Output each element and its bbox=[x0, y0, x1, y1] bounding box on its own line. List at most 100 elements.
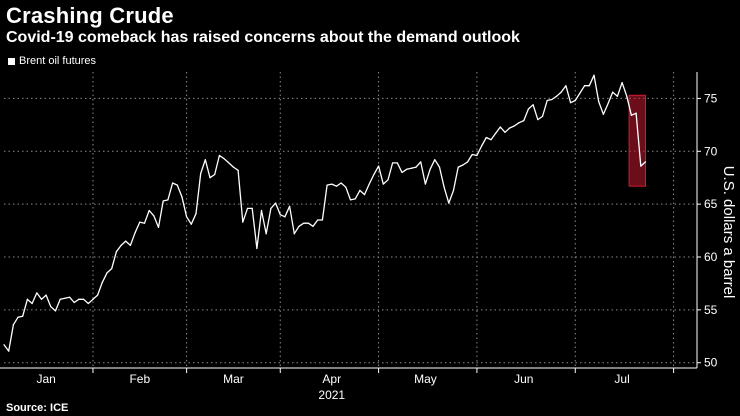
data-point bbox=[373, 173, 375, 176]
data-point bbox=[490, 139, 492, 141]
data-point bbox=[532, 104, 534, 106]
data-point bbox=[237, 169, 239, 171]
data-point bbox=[298, 225, 300, 227]
data-point bbox=[246, 207, 249, 209]
data-point bbox=[429, 168, 431, 170]
data-point bbox=[181, 196, 183, 198]
data-point bbox=[209, 177, 211, 179]
data-point bbox=[415, 166, 417, 168]
data-point bbox=[626, 95, 628, 97]
data-point bbox=[242, 221, 244, 223]
data-point bbox=[303, 222, 305, 224]
data-point bbox=[574, 99, 576, 102]
data-point bbox=[406, 168, 408, 170]
data-point bbox=[162, 200, 164, 202]
data-point bbox=[518, 122, 520, 124]
data-point bbox=[382, 183, 384, 185]
data-point bbox=[171, 182, 174, 184]
data-point bbox=[190, 223, 192, 225]
data-point bbox=[50, 306, 52, 308]
data-point bbox=[31, 302, 33, 305]
x-tick-label: Jun bbox=[514, 372, 533, 386]
data-point bbox=[293, 233, 295, 235]
data-point bbox=[83, 298, 85, 300]
data-point bbox=[466, 161, 469, 163]
data-point bbox=[36, 292, 38, 294]
data-point bbox=[312, 225, 314, 227]
data-point bbox=[157, 226, 160, 228]
data-point bbox=[354, 198, 356, 200]
data-point bbox=[546, 99, 548, 102]
data-point bbox=[92, 298, 94, 300]
y-axis-label: U.S. dollars a barrel bbox=[720, 166, 737, 299]
data-point bbox=[555, 95, 558, 97]
data-point bbox=[340, 182, 342, 184]
data-point bbox=[349, 199, 352, 201]
data-point bbox=[612, 91, 614, 93]
data-point bbox=[602, 113, 604, 115]
data-point bbox=[228, 162, 230, 164]
data-point bbox=[101, 281, 103, 283]
data-point bbox=[392, 162, 394, 164]
data-point bbox=[452, 189, 455, 191]
data-point bbox=[640, 165, 642, 167]
x-tick-label: Jan bbox=[36, 372, 55, 386]
data-point bbox=[335, 185, 338, 187]
data-point bbox=[593, 74, 595, 76]
data-point bbox=[3, 344, 5, 346]
data-point bbox=[12, 324, 14, 326]
y-tick-label: 50 bbox=[704, 356, 718, 370]
chart-title: Crashing Crude bbox=[6, 3, 174, 28]
x-axis-label: 2021 bbox=[318, 388, 345, 402]
data-point bbox=[143, 222, 146, 224]
data-point bbox=[186, 216, 188, 218]
data-point bbox=[22, 315, 24, 317]
data-point bbox=[476, 154, 478, 157]
data-point bbox=[504, 131, 506, 133]
data-point bbox=[438, 166, 441, 168]
data-point bbox=[232, 166, 235, 168]
data-point bbox=[8, 350, 10, 352]
data-point bbox=[401, 171, 403, 174]
data-point bbox=[523, 120, 525, 122]
data-point bbox=[509, 127, 511, 129]
data-point bbox=[270, 207, 272, 209]
data-point bbox=[176, 184, 178, 186]
data-point bbox=[443, 186, 445, 188]
data-point bbox=[499, 126, 501, 128]
data-point bbox=[363, 194, 366, 196]
y-tick-label: 65 bbox=[704, 197, 718, 211]
data-point bbox=[73, 301, 75, 304]
data-point bbox=[588, 85, 590, 87]
data-point bbox=[78, 298, 80, 300]
data-point bbox=[644, 161, 647, 163]
data-point bbox=[139, 221, 141, 223]
data-point bbox=[345, 186, 347, 188]
data-point bbox=[598, 101, 600, 103]
data-point bbox=[569, 102, 572, 104]
data-point bbox=[218, 154, 220, 157]
data-point bbox=[462, 164, 464, 166]
data-point bbox=[106, 272, 108, 274]
data-point bbox=[214, 173, 216, 176]
data-point bbox=[331, 183, 333, 185]
data-point bbox=[471, 153, 473, 156]
data-point bbox=[26, 298, 29, 300]
data-point bbox=[584, 85, 586, 87]
data-point bbox=[410, 167, 412, 169]
data-point bbox=[265, 233, 267, 235]
data-point bbox=[326, 184, 328, 186]
source-note: Source: ICE bbox=[6, 402, 69, 414]
data-point bbox=[125, 240, 127, 242]
y-tick-label: 70 bbox=[704, 144, 718, 158]
data-point bbox=[284, 216, 286, 218]
data-point bbox=[120, 244, 122, 246]
data-point bbox=[541, 115, 544, 117]
data-point bbox=[630, 114, 633, 116]
data-point bbox=[565, 85, 567, 87]
series-line-brent bbox=[3, 74, 646, 352]
data-point bbox=[204, 159, 206, 161]
data-point bbox=[129, 244, 132, 246]
data-point bbox=[560, 91, 562, 93]
data-point bbox=[251, 207, 253, 209]
